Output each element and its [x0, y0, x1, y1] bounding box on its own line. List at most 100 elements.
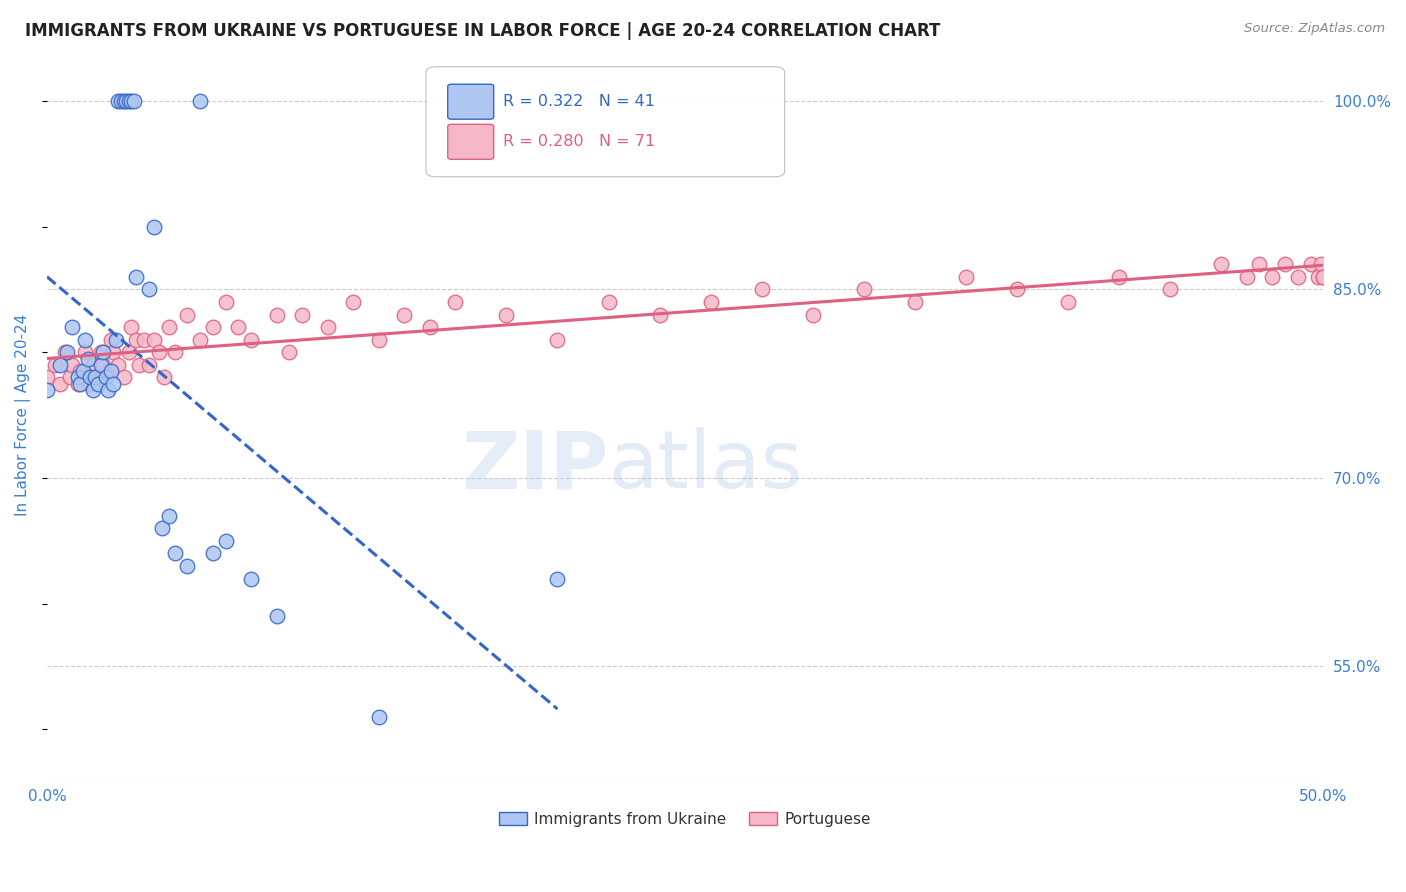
Point — [90, 345, 112, 359]
Point — [72, 364, 94, 378]
Point — [801, 308, 824, 322]
Point — [87, 376, 110, 391]
Text: Source: ZipAtlas.com: Source: ZipAtlas.com — [1244, 22, 1385, 36]
Point — [547, 572, 569, 586]
Text: IMMIGRANTS FROM UKRAINE VS PORTUGUESE IN LABOR FORCE | AGE 20-24 CORRELATION CHA: IMMIGRANTS FROM UKRAINE VS PORTUGUESE IN… — [25, 22, 941, 40]
Point — [66, 370, 89, 384]
Point — [53, 345, 76, 359]
FancyBboxPatch shape — [447, 84, 494, 120]
Point — [419, 320, 441, 334]
Point — [100, 333, 122, 347]
Point — [699, 295, 721, 310]
Point — [444, 295, 467, 310]
Point — [75, 333, 97, 347]
Point — [266, 308, 288, 322]
Point — [201, 320, 224, 334]
FancyBboxPatch shape — [426, 67, 785, 177]
Point — [1274, 257, 1296, 271]
Point — [159, 320, 181, 334]
Point — [342, 295, 364, 310]
Point — [228, 320, 250, 334]
Point — [107, 94, 129, 108]
Point — [1159, 283, 1181, 297]
Point — [201, 546, 224, 560]
Point — [394, 308, 416, 322]
Point — [82, 383, 104, 397]
Point — [112, 94, 135, 108]
Point — [153, 370, 176, 384]
Point — [91, 345, 114, 359]
Point — [316, 320, 339, 334]
Text: R = 0.280   N = 71: R = 0.280 N = 71 — [502, 135, 655, 149]
Point — [598, 295, 620, 310]
Point — [1299, 257, 1322, 271]
Point — [62, 320, 84, 334]
Point — [79, 370, 101, 384]
Point — [495, 308, 517, 322]
Point — [240, 572, 263, 586]
Point — [118, 94, 141, 108]
Point — [547, 333, 569, 347]
Point — [66, 376, 89, 391]
Point — [367, 333, 389, 347]
Point — [115, 94, 138, 108]
Point — [91, 358, 114, 372]
Point — [125, 269, 148, 284]
Point — [107, 358, 129, 372]
Point — [751, 283, 773, 297]
Point — [1261, 269, 1284, 284]
Point — [214, 295, 236, 310]
Point — [75, 345, 97, 359]
Point — [128, 358, 150, 372]
Point — [138, 358, 160, 372]
Point — [103, 376, 125, 391]
Text: ZIP: ZIP — [461, 427, 609, 505]
Point — [59, 370, 82, 384]
Point — [48, 376, 70, 391]
Point — [1308, 269, 1330, 284]
Point — [1312, 269, 1334, 284]
Point — [240, 333, 263, 347]
Point — [84, 370, 107, 384]
Point — [100, 364, 122, 378]
Point — [143, 219, 166, 234]
Point — [35, 383, 58, 397]
Point — [1108, 269, 1130, 284]
Point — [367, 710, 389, 724]
Point — [1211, 257, 1233, 271]
Point — [69, 376, 91, 391]
Point — [266, 609, 288, 624]
Point — [159, 508, 181, 523]
Point — [188, 94, 211, 108]
Point — [132, 333, 155, 347]
Point — [118, 345, 141, 359]
Point — [176, 558, 198, 573]
Point — [214, 533, 236, 548]
Y-axis label: In Labor Force | Age 20-24: In Labor Force | Age 20-24 — [15, 314, 31, 516]
Point — [90, 358, 112, 372]
Point — [148, 345, 170, 359]
Point — [188, 333, 211, 347]
Point — [1312, 269, 1334, 284]
Point — [35, 370, 58, 384]
Point — [87, 370, 110, 384]
Point — [143, 333, 166, 347]
Point — [163, 546, 186, 560]
Point — [125, 333, 148, 347]
Point — [1005, 283, 1028, 297]
Point — [278, 345, 301, 359]
Point — [1309, 257, 1331, 271]
Point — [1286, 269, 1309, 284]
Legend: Immigrants from Ukraine, Portuguese: Immigrants from Ukraine, Portuguese — [499, 812, 872, 827]
Point — [176, 308, 198, 322]
Point — [94, 370, 117, 384]
Point — [44, 358, 66, 372]
Point — [104, 333, 127, 347]
Point — [150, 521, 173, 535]
Point — [56, 345, 79, 359]
Point — [79, 376, 101, 391]
Point — [1057, 295, 1080, 310]
FancyBboxPatch shape — [447, 124, 494, 160]
Point — [97, 383, 120, 397]
Point — [138, 283, 160, 297]
